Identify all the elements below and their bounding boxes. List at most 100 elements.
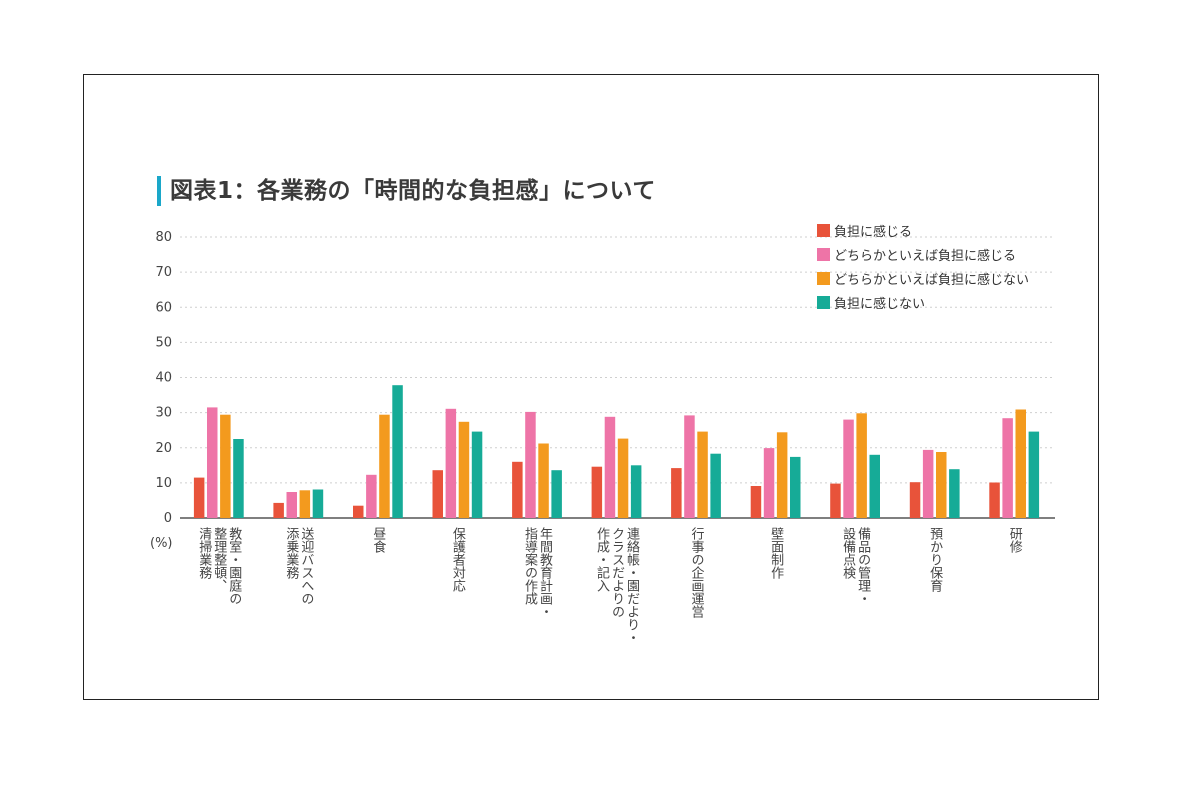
x-tick-label-line: 連絡帳・園だより・: [624, 527, 639, 644]
y-tick-label: 10: [155, 476, 172, 491]
y-tick-label: 0: [164, 511, 172, 526]
x-tick-label: 行事の企画運営: [689, 527, 704, 618]
bar: [591, 466, 603, 518]
bar: [830, 483, 841, 518]
x-tick-label: 保護者対応: [450, 527, 465, 592]
bar: [458, 421, 470, 518]
legend-swatch: [817, 295, 830, 309]
legend: 負担に感じるどちらかといえば負担に感じる どちらかといえば負担に感じない 負担に感じ…: [817, 218, 1029, 314]
bar: [392, 385, 403, 518]
chart-title: 図表1：各業務の「時間的な負担感」について: [170, 178, 656, 204]
bar: [869, 454, 880, 518]
y-tick-label: 30: [155, 406, 172, 421]
bar: [1028, 431, 1040, 518]
x-tick-label-line: 整理整頓、: [211, 527, 227, 592]
legend-item: どちらかといえば負担に感じる: [817, 242, 1029, 266]
bar: [299, 490, 311, 518]
bar: [233, 439, 244, 518]
bar: [909, 482, 921, 518]
bar: [273, 502, 284, 518]
bar: [471, 431, 483, 518]
bar: [922, 449, 934, 518]
y-tick-label: 40: [155, 371, 172, 386]
bar: [379, 414, 390, 518]
y-tick-label: 60: [155, 300, 172, 315]
bar: [710, 453, 721, 518]
bar: [312, 489, 324, 518]
legend-item: 負担に感じない: [817, 290, 1029, 314]
x-tick-label-line: 指導案の作成: [521, 527, 537, 605]
legend-swatch: [817, 223, 830, 237]
y-tick-label: 50: [155, 335, 172, 350]
legend-swatch: [817, 271, 830, 285]
bar: [432, 470, 443, 518]
x-tick-label-line: 送迎バスへの: [298, 527, 314, 605]
bar: [776, 432, 788, 518]
title-accent-bar: [157, 176, 161, 206]
bar: [750, 486, 762, 518]
x-tick-label-line: 清掃業務: [196, 527, 212, 579]
x-tick-label-line: 研修: [1006, 527, 1022, 553]
bar: [525, 411, 536, 518]
bar: [366, 474, 377, 518]
y-tick-label: 70: [155, 265, 172, 280]
x-tick-label-line: クラスだよりの: [609, 527, 624, 618]
x-tick-label: 預かり保育: [927, 527, 942, 592]
bar: [671, 468, 682, 518]
x-tick-label: 研修: [1007, 527, 1022, 553]
x-tick-label: 年間教育計画・ 指導案の作成: [522, 527, 552, 618]
bar: [512, 461, 523, 518]
legend-item: 負担に感じる: [817, 218, 1029, 242]
x-tick-label: 連絡帳・園だより・ クラスだよりの 作成・記入: [594, 527, 639, 644]
bar: [551, 470, 562, 518]
bar: [936, 452, 947, 518]
legend-swatch: [817, 247, 830, 261]
bar: [220, 414, 231, 518]
x-tick-label-line: 行事の企画運営: [688, 527, 704, 618]
x-tick-label: 昼食: [370, 527, 385, 553]
bar: [684, 415, 695, 518]
x-tick-label-line: 保護者対応: [449, 527, 465, 592]
x-tick-label-line: 教室・園庭の: [226, 527, 242, 605]
legend-item: どちらかといえば負担に感じない: [817, 266, 1029, 290]
x-tick-label-line: 壁面制作: [768, 527, 784, 579]
x-tick-label-line: 設備点検: [840, 527, 856, 579]
x-tick-label-line: 預かり保育: [927, 527, 943, 592]
legend-label: どちらかといえば負担に感じる: [834, 248, 1017, 264]
legend-label: 負担に感じない: [834, 296, 926, 312]
bar: [630, 465, 642, 518]
y-tick-label: 80: [155, 230, 172, 245]
bar: [445, 408, 457, 518]
bar: [989, 482, 1000, 518]
x-tick-label: 備品の管理・ 設備点検: [840, 527, 870, 605]
x-tick-label-line: 作成・記入: [594, 527, 609, 592]
x-tick-label-line: 添乗業務: [283, 527, 299, 579]
bar: [856, 413, 867, 518]
x-tick-label: 壁面制作: [768, 527, 783, 579]
legend-label: 負担に感じる: [834, 224, 913, 240]
bar: [617, 438, 629, 518]
bar: [286, 492, 297, 518]
x-tick-label-line: 備品の管理・: [855, 527, 871, 605]
bar: [207, 407, 218, 518]
bar: [763, 448, 775, 518]
bar: [790, 456, 801, 518]
bar: [538, 443, 549, 518]
bar: [1015, 409, 1026, 518]
y-tick-label: 20: [155, 441, 172, 456]
x-tick-label: 送迎バスへの 添乗業務: [283, 527, 313, 605]
bar: [1002, 418, 1013, 518]
bar: [604, 416, 616, 518]
bar: [843, 419, 854, 518]
legend-label: どちらかといえば負担に感じない: [834, 272, 1030, 288]
unit-label: (%): [150, 536, 173, 551]
bar: [353, 505, 364, 518]
bar: [697, 431, 708, 518]
x-tick-label-line: 年間教育計画・: [536, 527, 552, 618]
bar: [193, 477, 205, 518]
chart-frame: [83, 74, 1099, 700]
x-tick-label: 教室・園庭の 整理整頓、 清掃業務: [196, 527, 241, 605]
x-tick-label-line: 昼食: [370, 527, 386, 553]
bar: [949, 469, 960, 518]
